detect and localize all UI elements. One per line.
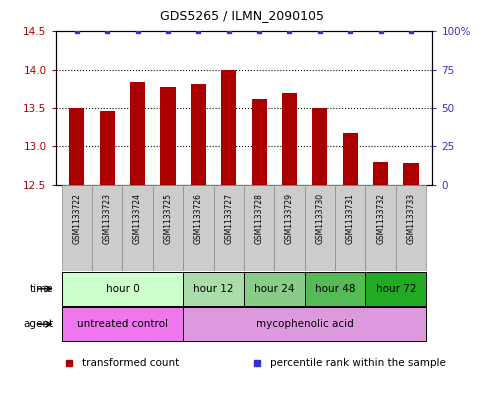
Text: GSM1133722: GSM1133722 (72, 193, 81, 244)
Bar (160, 86, 175, 185)
Text: GSM1133729: GSM1133729 (285, 193, 294, 244)
Bar (305, 272, 366, 306)
Bar (122, 185, 153, 271)
Bar (244, 185, 274, 271)
Text: agent: agent (23, 319, 53, 329)
Text: GSM1133730: GSM1133730 (315, 193, 325, 244)
Bar (213, 185, 244, 271)
Text: GSM1133728: GSM1133728 (255, 193, 264, 244)
Bar (366, 272, 426, 306)
Bar (342, 132, 358, 185)
Text: GSM1133725: GSM1133725 (163, 193, 172, 244)
Text: mycophenolic acid: mycophenolic acid (256, 319, 354, 329)
Text: GSM1133726: GSM1133726 (194, 193, 203, 244)
Bar (62, 272, 183, 306)
Bar (191, 84, 206, 185)
Bar (252, 99, 267, 185)
Bar (335, 185, 366, 271)
Bar (403, 163, 419, 185)
Text: hour 48: hour 48 (315, 284, 355, 294)
Text: time: time (29, 284, 53, 294)
Text: GSM1133727: GSM1133727 (224, 193, 233, 244)
Bar (282, 93, 297, 185)
Text: hour 12: hour 12 (193, 284, 234, 294)
Bar (221, 70, 236, 185)
Text: GSM1133732: GSM1133732 (376, 193, 385, 244)
Text: GSM1133731: GSM1133731 (346, 193, 355, 244)
Bar (396, 185, 426, 271)
Text: hour 72: hour 72 (376, 284, 416, 294)
Bar (69, 108, 85, 185)
Bar (313, 108, 327, 185)
Text: hour 24: hour 24 (254, 284, 295, 294)
Text: percentile rank within the sample: percentile rank within the sample (270, 358, 446, 368)
Bar (274, 185, 305, 271)
Text: untreated control: untreated control (77, 319, 168, 329)
Bar (183, 272, 244, 306)
Text: GSM1133733: GSM1133733 (407, 193, 415, 244)
Bar (92, 185, 122, 271)
Bar (305, 185, 335, 271)
Bar (244, 272, 305, 306)
Text: GSM1133724: GSM1133724 (133, 193, 142, 244)
Bar (373, 162, 388, 185)
Text: hour 0: hour 0 (105, 284, 139, 294)
Text: transformed count: transformed count (82, 358, 179, 368)
Bar (366, 185, 396, 271)
Bar (99, 111, 115, 185)
Bar (183, 185, 213, 271)
Bar (130, 82, 145, 185)
Bar (153, 185, 183, 271)
Text: GDS5265 / ILMN_2090105: GDS5265 / ILMN_2090105 (159, 9, 324, 22)
Bar (183, 307, 426, 341)
Text: GSM1133723: GSM1133723 (103, 193, 112, 244)
Bar (62, 185, 92, 271)
Bar (62, 307, 183, 341)
